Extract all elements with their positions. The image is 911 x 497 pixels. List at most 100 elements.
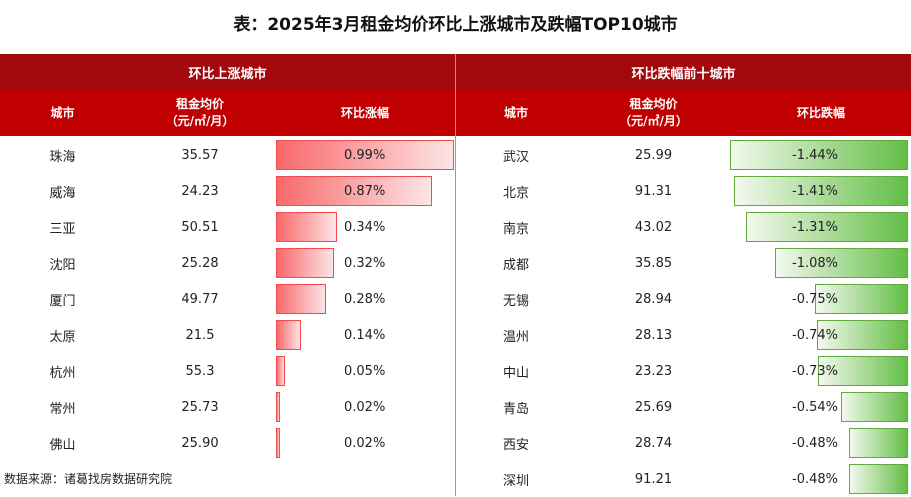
change-bar (276, 248, 334, 278)
rent-cell: 28.13 (634, 327, 673, 343)
table-row: 成都 35.85 -1.08% (456, 245, 911, 281)
city-cell: 太原 (49, 329, 76, 345)
left-col-city: 城市 (0, 90, 125, 136)
change-bar (276, 176, 433, 206)
rent-cell: 35.57 (181, 147, 219, 163)
change-label: 0.05% (344, 363, 386, 379)
change-bar (841, 392, 908, 422)
table-row: 常州 25.73 0.02% (0, 389, 455, 425)
table-row: 杭州 55.3 0.05% (0, 353, 455, 389)
right-column-header: 城市 租金均价 （元/㎡/月） 环比跌幅 (456, 90, 911, 136)
source-note: 数据来源：诸葛找房数据研究院 (4, 472, 173, 486)
left-section-title: 环比上涨城市 (188, 66, 267, 82)
left-col-rent-label-1: 租金均价 (175, 97, 224, 111)
section-divider (455, 54, 456, 496)
change-bar (816, 320, 908, 350)
right-col-change-label: 环比跌幅 (796, 105, 845, 120)
rent-cell: 35.85 (634, 255, 673, 271)
rent-cell: 91.21 (634, 471, 673, 487)
table-row: 佛山 25.90 0.02% (0, 425, 455, 461)
table-row: 中山 23.23 -0.73% (456, 353, 911, 389)
change-label: 0.87% (344, 183, 386, 199)
rent-cell: 50.51 (181, 219, 219, 235)
left-column-header: 城市 租金均价 （元/㎡/月） 环比涨幅 (0, 90, 455, 136)
city-cell: 常州 (49, 401, 76, 417)
rent-cell: 25.90 (181, 435, 219, 451)
rent-cell: 49.77 (181, 291, 219, 307)
table-row: 太原 21.5 0.14% (0, 317, 455, 353)
city-cell: 成都 (502, 257, 529, 273)
change-label: -1.41% (792, 183, 838, 199)
city-cell: 威海 (49, 185, 76, 201)
left-col-rent-label-2: （元/㎡/月） (165, 114, 235, 128)
change-bar (848, 428, 908, 458)
table-row: 沈阳 25.28 0.32% (0, 245, 455, 281)
city-cell: 三亚 (49, 221, 76, 237)
right-section-header: 环比跌幅前十城市 (456, 54, 911, 90)
city-cell: 珠海 (49, 149, 76, 165)
city-cell: 深圳 (502, 473, 529, 489)
table-row: 北京 91.31 -1.41% (456, 173, 911, 209)
change-label: -0.54% (792, 399, 838, 415)
table-row: 珠海 35.57 0.99% (0, 137, 455, 173)
rent-cell: 25.99 (634, 147, 673, 163)
table-row: 西安 28.74 -0.48% (456, 425, 911, 461)
table-row: 威海 24.23 0.87% (0, 173, 455, 209)
change-label: -1.08% (792, 255, 838, 271)
right-col-change: 环比跌幅 (731, 90, 911, 136)
change-label: 0.28% (344, 291, 386, 307)
table-row: 南京 43.02 -1.31% (456, 209, 911, 245)
rent-cell: 28.94 (634, 291, 673, 307)
city-cell: 武汉 (502, 149, 529, 165)
rent-cell: 91.31 (634, 183, 673, 199)
left-section-header: 环比上涨城市 (0, 54, 455, 90)
change-label: -0.75% (792, 291, 838, 307)
change-label: 0.02% (344, 435, 386, 451)
right-section-title: 环比跌幅前十城市 (631, 66, 736, 82)
rent-cell: 55.3 (185, 363, 215, 379)
table-row: 青岛 25.69 -0.54% (456, 389, 911, 425)
change-bar (730, 140, 908, 170)
change-bar (276, 284, 327, 314)
rent-cell: 43.02 (634, 219, 673, 235)
change-label: 0.14% (344, 327, 386, 343)
city-cell: 南京 (502, 221, 529, 237)
rent-cell: 25.73 (181, 399, 219, 415)
left-col-change-label: 环比涨幅 (340, 105, 389, 120)
left-col-city-label: 城市 (50, 105, 75, 120)
page-title: 表：2025年3月租金均价环比上涨城市及跌幅TOP10城市 (233, 15, 678, 35)
change-bar (276, 428, 280, 458)
city-cell: 中山 (502, 365, 529, 381)
table-row: 深圳 91.21 -0.48% (456, 461, 911, 497)
change-bar (848, 464, 908, 494)
city-cell: 温州 (502, 329, 529, 345)
change-bar (733, 176, 908, 206)
change-bar (746, 212, 908, 242)
left-col-change: 环比涨幅 (275, 90, 455, 136)
change-label: 0.34% (344, 219, 386, 235)
rent-cell: 25.28 (181, 255, 219, 271)
change-bar (276, 320, 302, 350)
change-label: -0.48% (792, 435, 838, 451)
city-cell: 沈阳 (49, 257, 76, 273)
change-label: -1.44% (792, 147, 838, 163)
table-row: 厦门 49.77 0.28% (0, 281, 455, 317)
city-cell: 厦门 (49, 293, 76, 309)
change-label: 0.99% (344, 147, 386, 163)
right-col-city-label: 城市 (503, 105, 528, 120)
rent-cell: 23.23 (634, 363, 673, 379)
change-label: -0.74% (792, 327, 838, 343)
change-label: 0.02% (344, 399, 386, 415)
table-row: 无锡 28.94 -0.75% (456, 281, 911, 317)
city-cell: 佛山 (49, 437, 76, 453)
city-cell: 北京 (502, 185, 529, 201)
table-row: 武汉 25.99 -1.44% (456, 137, 911, 173)
change-label: -1.31% (792, 219, 838, 235)
change-bar (276, 140, 454, 170)
right-col-rent-label-1: 租金均价 (629, 97, 678, 111)
rent-cell: 25.69 (634, 399, 673, 415)
right-col-city: 城市 (456, 90, 576, 136)
change-bar (276, 356, 285, 386)
rent-cell: 21.5 (185, 327, 215, 343)
change-bar (817, 356, 908, 386)
